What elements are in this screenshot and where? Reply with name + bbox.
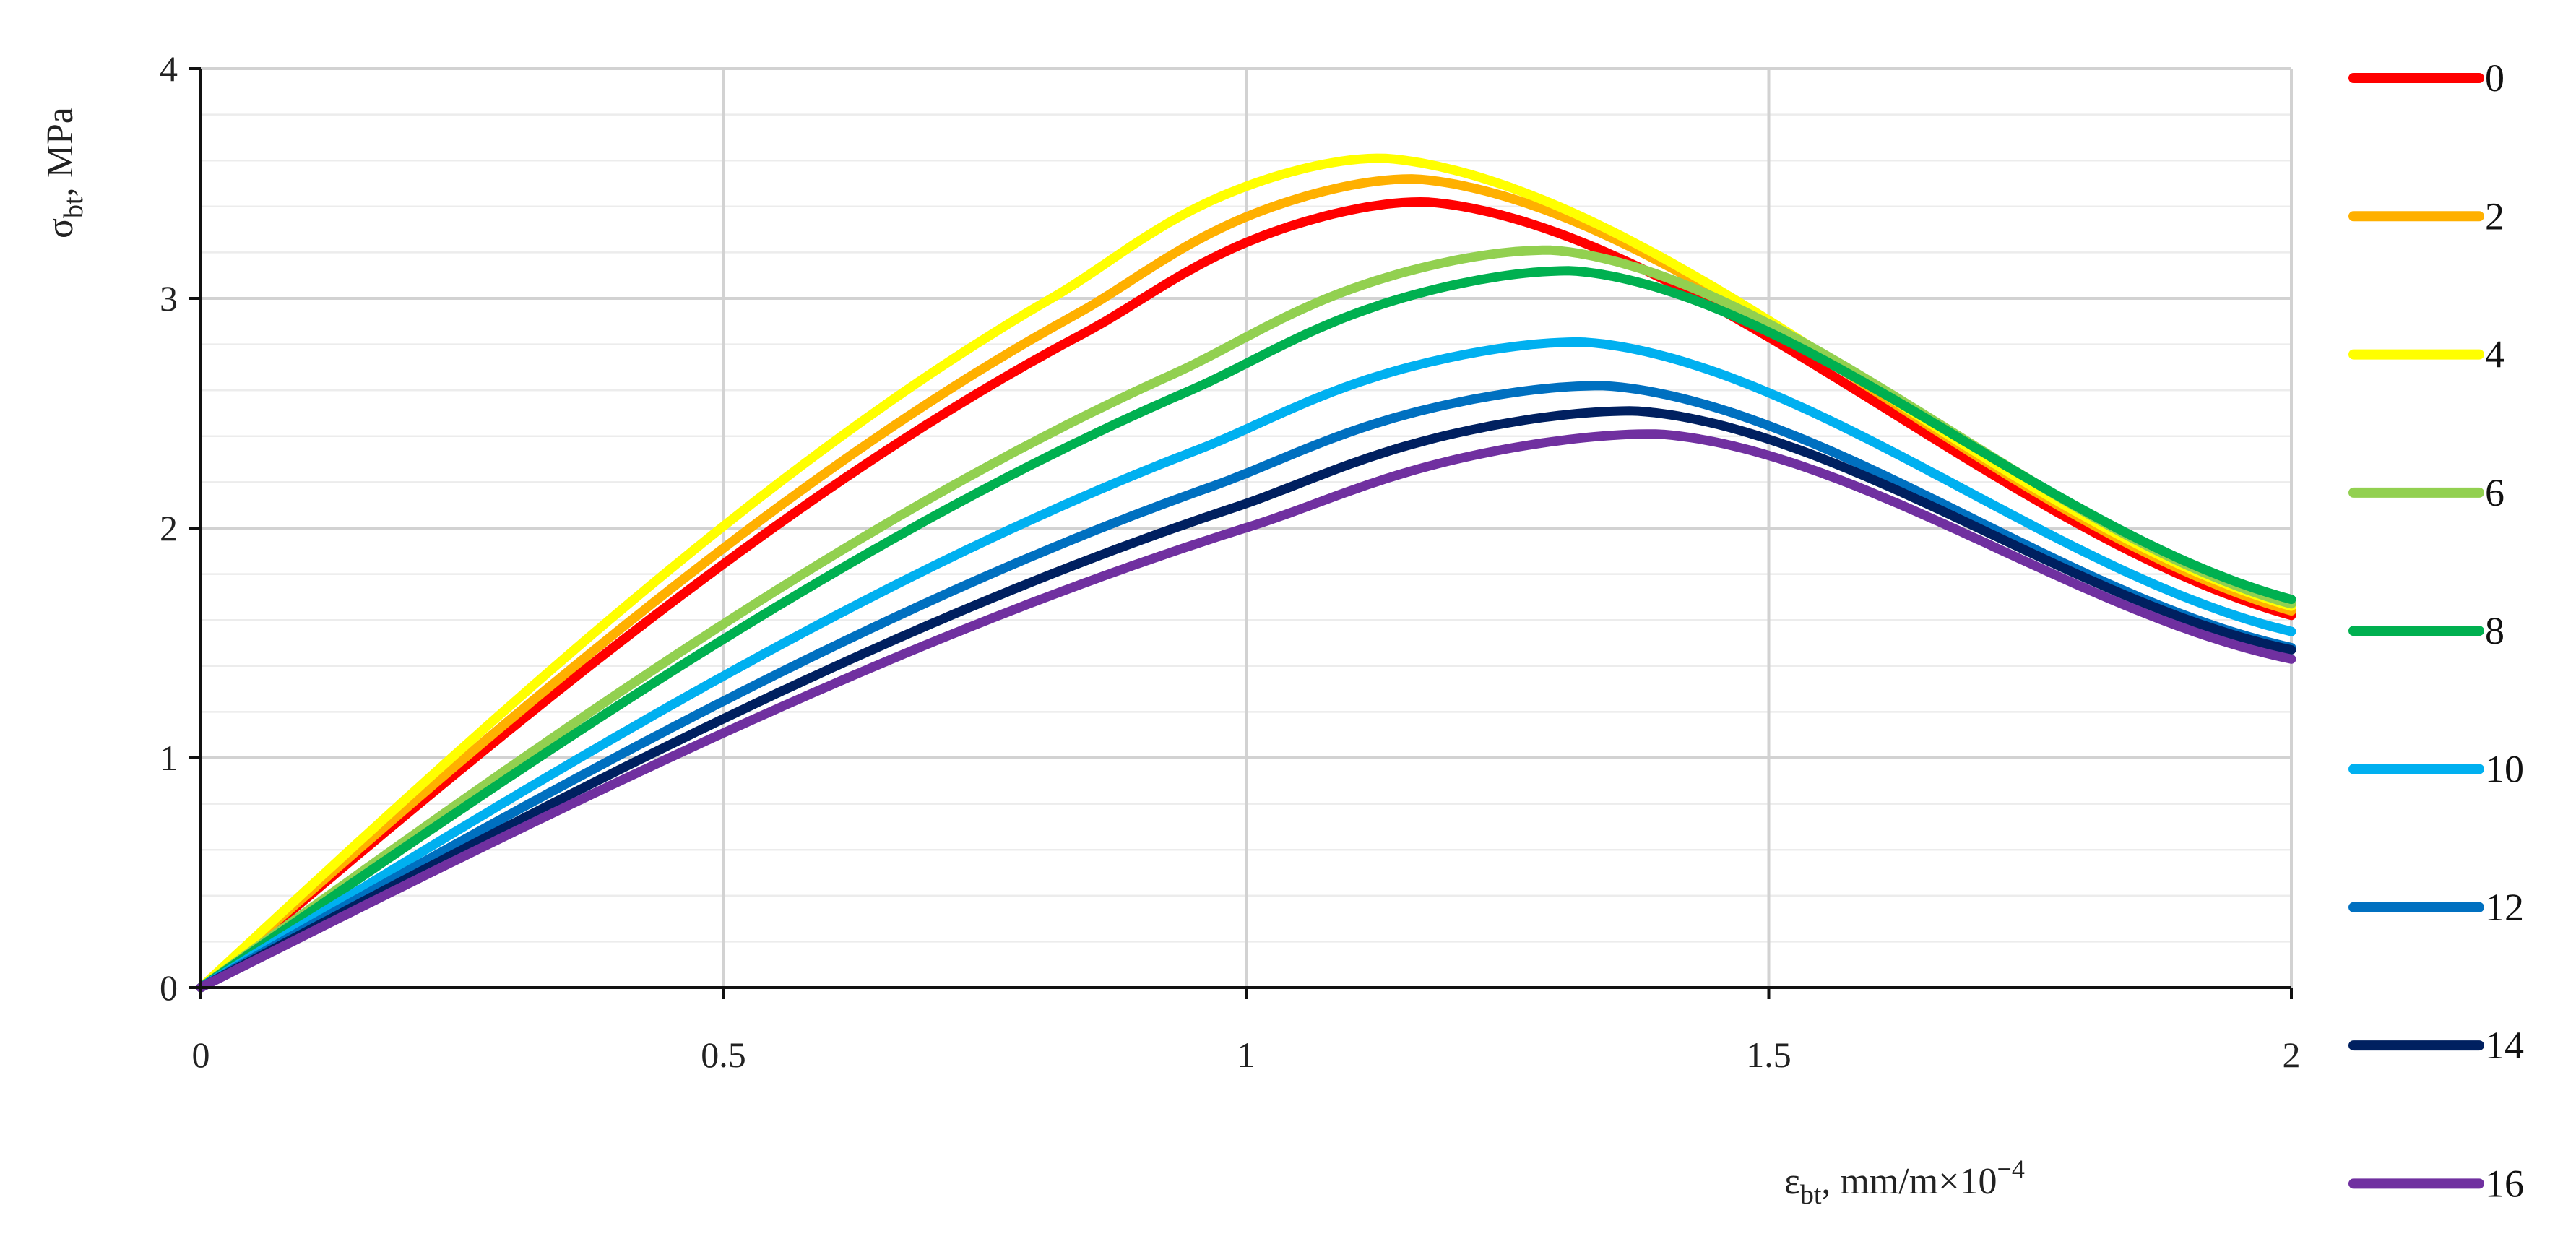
y-axis-title: σbt, MPa <box>40 107 89 238</box>
plot-axes <box>189 67 2293 999</box>
legend-label-0: 0 <box>2485 56 2504 100</box>
x-tick-label: 2 <box>2283 1035 2301 1075</box>
series-lines <box>196 153 2296 993</box>
series-line-10 <box>196 337 2296 993</box>
legend-label-2: 2 <box>2485 194 2504 238</box>
y-tick-label: 2 <box>160 508 178 548</box>
legend-label-6: 6 <box>2485 471 2504 514</box>
legend-label-10: 10 <box>2485 748 2524 791</box>
y-tick-label: 1 <box>160 738 178 778</box>
x-tick-label: 1 <box>1237 1035 1255 1075</box>
x-tick-label: 0.5 <box>701 1035 746 1075</box>
series-line-16 <box>196 429 2296 993</box>
y-tick-label: 4 <box>160 48 178 89</box>
x-axis-title: εbt, mm/m×10−4 <box>1784 1154 2025 1210</box>
series-line-14 <box>196 406 2296 993</box>
x-tick-label: 0 <box>192 1035 210 1075</box>
series-line-8 <box>196 266 2296 993</box>
legend-label-12: 12 <box>2485 886 2524 929</box>
series-line-0 <box>196 197 2296 993</box>
legend: 0 2 4 6 8 10 12 14 16 <box>2348 56 2524 1205</box>
y-tick-label: 3 <box>160 278 178 319</box>
x-tick-label: 1.5 <box>1746 1035 1791 1075</box>
series-line-12 <box>196 381 2296 993</box>
y-tick-label: 0 <box>160 967 178 1008</box>
legend-label-16: 16 <box>2485 1162 2524 1205</box>
legend-label-14: 14 <box>2485 1024 2524 1067</box>
legend-label-4: 4 <box>2485 333 2504 376</box>
legend-label-8: 8 <box>2485 609 2504 652</box>
tick-labels: 0 1 2 3 4 0 0.5 1 1.5 2 <box>160 48 2301 1075</box>
